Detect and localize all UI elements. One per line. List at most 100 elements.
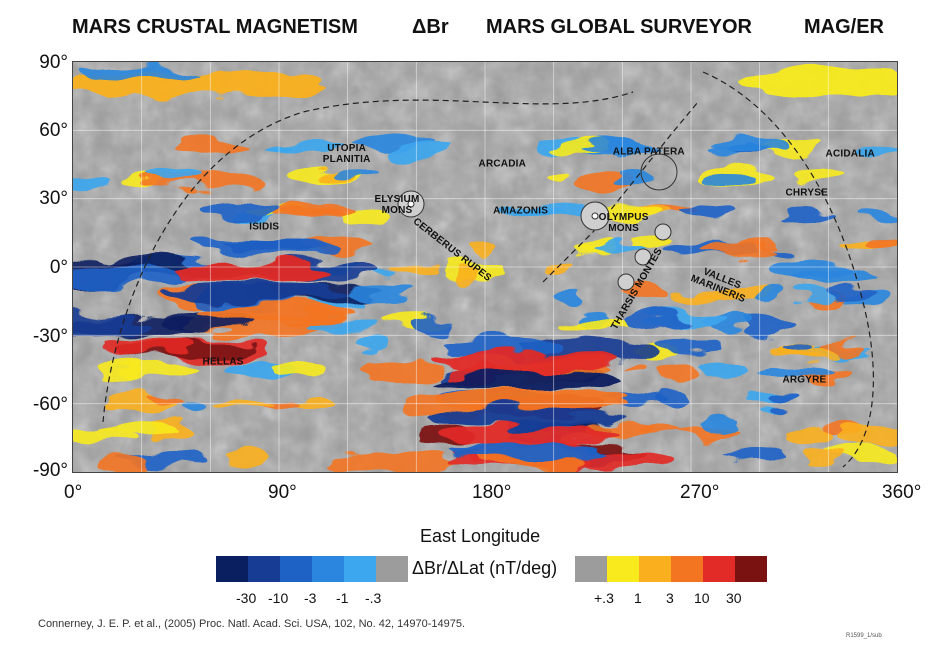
title-mag-er: MAG/ER (804, 16, 884, 38)
lat-tick-minus-60: -60° (32, 394, 68, 415)
legend-title: ΔBr/ΔLat (nT/deg) (412, 558, 558, 578)
anomaly-patch (774, 260, 855, 278)
legend-swatch-pos-0-3 (607, 556, 639, 582)
legend-swatch-neg-0-3 (344, 556, 376, 582)
anomaly-patch (443, 337, 562, 357)
figure-id: R1599_1/sub (846, 633, 882, 639)
anomaly-patch (333, 453, 462, 470)
region-label: CHRYSE (785, 187, 828, 199)
anomaly-patch (702, 361, 749, 378)
anomaly-patch (625, 313, 688, 329)
anomaly-patch (741, 316, 800, 335)
region-label: ELYSIUM MONS (374, 193, 420, 216)
crustal-magnetism-map (72, 61, 898, 473)
lat-tick-60: 60° (39, 120, 68, 141)
anomaly-patch (73, 267, 191, 286)
dichotomy-boundary (102, 71, 875, 468)
region-label: ACIDALIA (825, 148, 875, 160)
anomaly-patch (468, 237, 500, 256)
region-label: OLYMPUS MONS (598, 211, 649, 234)
title-mars-crustal-magnetism: MARS CRUSTAL MAGNETISM (72, 16, 358, 38)
region-label: ARGYRE (782, 374, 827, 386)
anomaly-patch (853, 210, 897, 222)
anomaly-patch (700, 420, 742, 436)
legend-swatch-neg-1 (312, 556, 344, 582)
anomaly-patch (741, 70, 897, 94)
anomaly-patch (705, 176, 759, 186)
anomaly-patch (438, 352, 618, 372)
anomaly-patch (761, 365, 842, 380)
lon-tick-90: 90° (268, 482, 297, 503)
legend-swatch-neg-3 (280, 556, 312, 582)
anomaly-patch (855, 144, 894, 158)
lat-tick-minus-90: -90° (32, 460, 68, 481)
anomaly-patch (660, 338, 720, 354)
lon-tick-270: 270° (680, 482, 720, 503)
anomaly-patch (499, 209, 569, 218)
anomaly-patch (227, 453, 264, 467)
anomaly-patch (73, 173, 118, 191)
anomaly-patch (768, 344, 839, 359)
anomaly-patch (433, 409, 623, 427)
legend-swatch-neg-30 (216, 556, 248, 582)
anomaly-patch (98, 454, 149, 468)
lon-tick-0: 0° (64, 482, 83, 503)
anomaly-patch (194, 237, 339, 257)
anomaly-patch (627, 284, 671, 302)
anomaly-patch (596, 244, 649, 253)
anomaly-patch (268, 139, 293, 151)
legend-swatch-neutral-right (575, 556, 607, 582)
anomaly-patch (806, 454, 845, 467)
lon-tick-360: 360° (882, 482, 922, 503)
anomaly-patch (548, 171, 573, 183)
anomaly-patch (433, 371, 623, 389)
anomaly-patch (99, 359, 143, 376)
anomaly-patch (453, 444, 613, 460)
anomaly-patch (752, 289, 779, 302)
anomaly-patch (163, 283, 343, 301)
title-mars-global-surveyor: MARS GLOBAL SURVEYOR (486, 16, 752, 38)
legend-swatch-pos-10 (703, 556, 735, 582)
lat-tick-minus-30: -30° (32, 326, 68, 347)
volcano-markers (397, 153, 678, 291)
anomaly-patch (825, 443, 897, 463)
anomaly-patch (824, 286, 872, 300)
legend-swatch-pos-30 (735, 556, 767, 582)
anomaly-patch (866, 236, 897, 255)
anomaly-patch (787, 338, 817, 348)
anomaly-patch (579, 141, 661, 153)
region-label: AMAZONIS (493, 205, 549, 217)
map-canvas (73, 62, 897, 472)
legend-tick-neg-10: -10 (268, 590, 289, 606)
anomaly-patch (660, 363, 698, 380)
anomaly-patch (73, 428, 140, 445)
anomaly-patch (722, 453, 783, 462)
anomaly-patch (173, 262, 333, 282)
legend-tick-pos-0-3: +.3 (594, 590, 614, 606)
x-axis-label: East Longitude (420, 526, 541, 546)
anomaly-patch (78, 64, 199, 80)
lat-tick-90: 90° (39, 52, 68, 73)
anomaly-patch (788, 168, 851, 184)
anomaly-patch (307, 317, 381, 332)
anomaly-patch (623, 367, 649, 376)
anomaly-patch (833, 426, 897, 444)
legend-tick-pos-30: 30 (726, 590, 742, 606)
anomaly-patch (73, 312, 156, 338)
anomaly-patch (710, 134, 786, 152)
legend-swatch-pos-1 (639, 556, 671, 582)
legend-tick-pos-10: 10 (694, 590, 710, 606)
legend-tick-neg-30: -30 (236, 590, 257, 606)
anomaly-patch (790, 424, 830, 445)
anomaly-patch (438, 426, 618, 446)
anomaly-patch (450, 268, 477, 284)
region-label: ALBA PATERA (612, 146, 685, 158)
legend-tick-neg-1: -1 (336, 590, 349, 606)
anomaly-patch (778, 209, 827, 223)
region-label: ARCADIA (478, 158, 527, 169)
map-grid (73, 62, 897, 472)
anomaly-patch (269, 208, 351, 224)
anomaly-patch (179, 397, 206, 415)
anomaly-patch (680, 203, 734, 218)
legend-swatch-pos-3 (671, 556, 703, 582)
